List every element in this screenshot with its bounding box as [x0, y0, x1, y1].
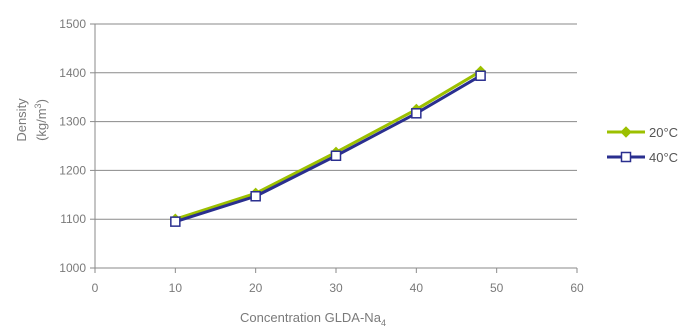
- y-axis-unit-open: (kg/m: [34, 108, 49, 141]
- data-point: [411, 108, 422, 119]
- x-tick-label: 30: [329, 281, 343, 295]
- y-axis-unit: (kg/m3): [33, 99, 49, 141]
- y-tick-label: 1500: [59, 17, 86, 31]
- legend-entry-2: 40°C: [607, 150, 678, 165]
- data-point: [250, 191, 261, 202]
- y-tick-label: 1300: [59, 115, 86, 129]
- legend: 20°C 40°C: [607, 125, 678, 165]
- series-2: [170, 70, 486, 227]
- legend-marker: [620, 151, 632, 163]
- data-point: [330, 150, 342, 162]
- x-tick-label: 10: [169, 281, 183, 295]
- legend-entry-1: 20°C: [607, 125, 678, 140]
- x-axis-title-text: Concentration GLDA-Na: [240, 310, 382, 325]
- legend-label: 40°C: [649, 150, 678, 165]
- series-1: [169, 65, 487, 225]
- axes: [94, 24, 577, 269]
- legend-label: 20°C: [649, 125, 678, 140]
- x-tick-labels: 0 10 20 30 40 50 60: [92, 268, 584, 295]
- data-point: [475, 70, 486, 81]
- series-line: [174, 70, 482, 221]
- legend-marker: [620, 126, 632, 138]
- y-tick-labels: 1000 1100 1200 1300 1400 1500: [59, 17, 95, 275]
- grid-lines: [95, 23, 577, 220]
- x-tick-label: 50: [490, 281, 504, 295]
- x-axis-title-subscript: 4: [381, 318, 386, 328]
- x-tick-label: 60: [570, 281, 584, 295]
- x-tick-label: 0: [92, 281, 99, 295]
- data-point: [170, 216, 181, 227]
- x-axis-title: Concentration GLDA-Na4: [240, 310, 386, 328]
- series-layer: [169, 65, 487, 227]
- x-tick-label: 20: [249, 281, 263, 295]
- y-tick-label: 1100: [60, 212, 86, 226]
- y-axis-unit-superscript: 3: [33, 103, 43, 108]
- y-tick-label: 1000: [59, 261, 86, 275]
- y-axis-unit-close: ): [34, 99, 49, 103]
- y-tick-label: 1400: [59, 66, 86, 80]
- x-tick-label: 40: [410, 281, 424, 295]
- y-axis-title: Density: [14, 98, 29, 142]
- y-tick-label: 1200: [59, 163, 86, 177]
